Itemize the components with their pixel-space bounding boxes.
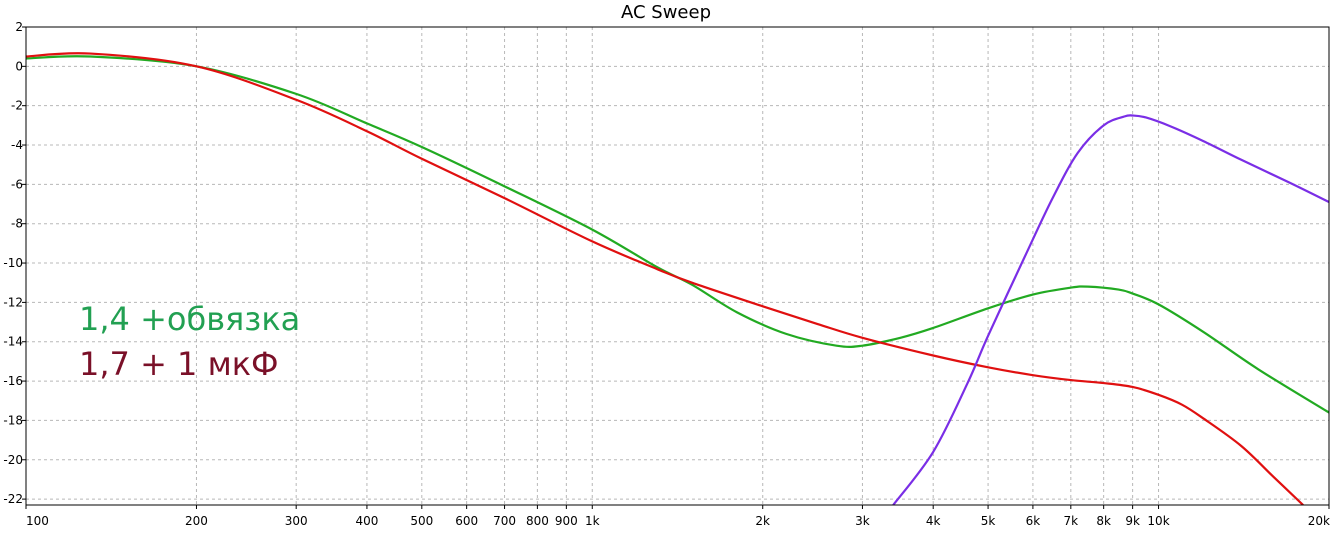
y-tick-label: 2 [15, 20, 23, 34]
x-tick-label: 2k [755, 514, 770, 528]
annotation-dark-red: 1,7 + 1 мкФ [79, 345, 279, 383]
grid [25, 26, 1330, 505]
series-group [26, 52, 1329, 505]
x-tick-label: 7k [1064, 514, 1079, 528]
x-tick-label: 300 [285, 514, 308, 528]
y-tick-label: -8 [11, 217, 23, 231]
x-tick-label: 20k [1308, 514, 1330, 528]
y-tick-label: -18 [3, 413, 23, 427]
x-tick-label: 100 [26, 514, 49, 528]
x-tick-label: 6k [1026, 514, 1041, 528]
annotation-green: 1,4 +обвязка [79, 300, 301, 338]
x-tick-label: 800 [526, 514, 549, 528]
x-tick-label: 1k [585, 514, 600, 528]
series-line-1 [26, 52, 1304, 505]
x-tick-label: 10k [1147, 514, 1169, 528]
y-tick-label: -2 [11, 99, 23, 113]
y-tick-label: -16 [3, 374, 23, 388]
y-tick-label: -22 [3, 492, 23, 506]
x-tick-label: 200 [185, 514, 208, 528]
x-tick-label: 900 [555, 514, 578, 528]
y-tick-label: -12 [3, 295, 23, 309]
x-tick-label: 4k [926, 514, 941, 528]
x-tick-label: 600 [455, 514, 478, 528]
plot-frame [25, 26, 1330, 506]
y-tick-label: -10 [3, 256, 23, 270]
x-tick-label: 8k [1096, 514, 1111, 528]
axis-ticks: 100 200 300 400 500 600 700 800 900 1k 2k 3k 4k 5k 6k 7… [3, 20, 1330, 528]
series-line-2 [892, 114, 1329, 505]
y-tick-label: 0 [15, 59, 23, 73]
y-tick-label: -6 [11, 177, 23, 191]
x-tick-label: 9k [1125, 514, 1140, 528]
y-tick-label: -20 [3, 453, 23, 467]
x-tick-label: 700 [493, 514, 516, 528]
x-tick-label: 400 [355, 514, 378, 528]
x-tick-label: 5k [981, 514, 996, 528]
y-tick-label: -14 [3, 335, 23, 349]
x-tick-label: 500 [410, 514, 433, 528]
y-tick-label: -4 [11, 138, 23, 152]
series-line-0 [26, 55, 1329, 414]
x-tick-label: 3k [855, 514, 870, 528]
chart-title: AC Sweep [620, 2, 711, 23]
